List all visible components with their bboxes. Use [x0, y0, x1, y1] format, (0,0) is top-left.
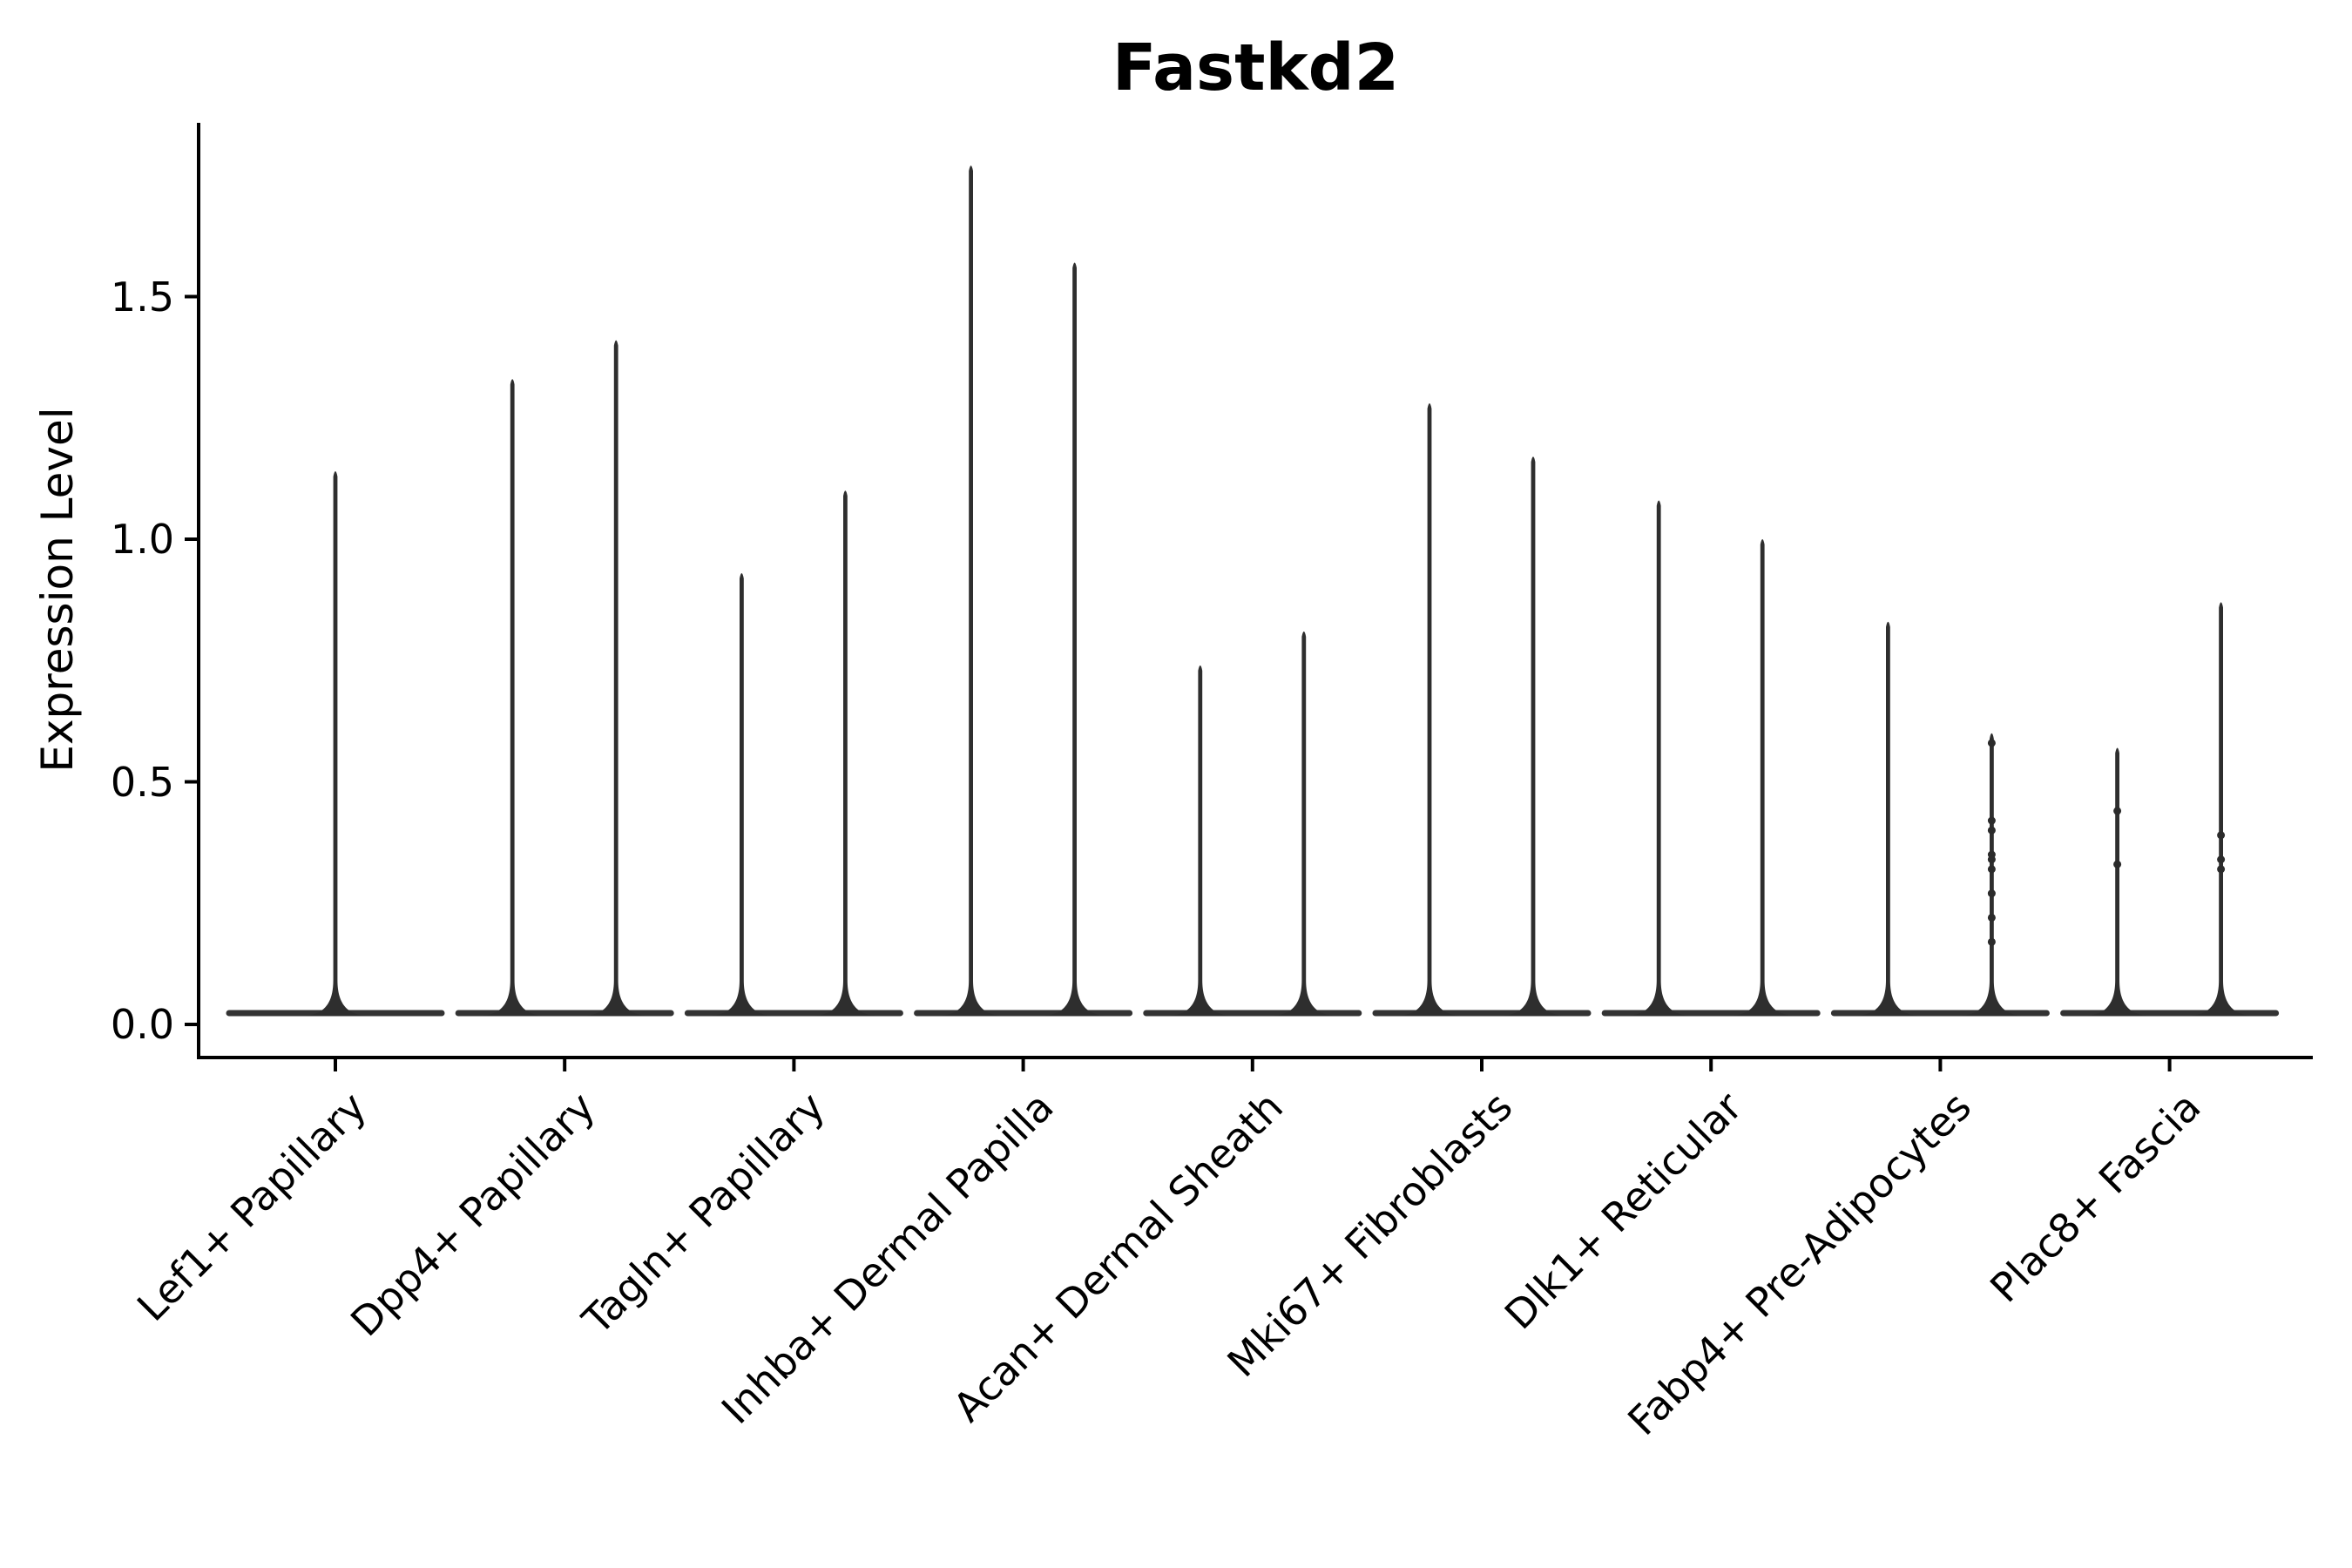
jitter-point	[1987, 889, 1996, 898]
violin-density-spike	[712, 572, 772, 1016]
violin-density-spike	[483, 379, 543, 1016]
violin-density-spike	[1044, 262, 1105, 1016]
jitter-point	[1987, 816, 1996, 825]
plot-title: Fastkd2	[1112, 30, 1400, 105]
jitter-point	[2217, 855, 2226, 864]
y-tick-label: 0.0	[110, 1001, 174, 1048]
violin-density-spike	[1504, 456, 1563, 1016]
violin-density-spike	[815, 490, 875, 1016]
y-tick-label: 1.5	[110, 273, 174, 321]
violin-density-spike	[2087, 747, 2147, 1016]
y-tick-label: 0.5	[110, 758, 174, 806]
violin-density-spike	[1400, 403, 1459, 1016]
violin-density-spike	[1962, 733, 2022, 1016]
jitter-point	[2217, 831, 2226, 840]
jitter-point	[1987, 855, 1996, 864]
y-tick-label: 1.0	[110, 516, 174, 563]
violin-density-spike	[1274, 631, 1334, 1016]
jitter-point	[1987, 739, 1996, 747]
violin-density-spike	[306, 471, 365, 1016]
violin-density-spike	[586, 340, 646, 1016]
violin-density-spike	[2191, 602, 2251, 1016]
jitter-point	[2113, 807, 2122, 815]
violin-density-spike	[1733, 539, 1793, 1016]
jitter-point	[2217, 865, 2226, 874]
jitter-point	[1987, 937, 1996, 946]
jitter-point	[1987, 826, 1996, 835]
violin-density-spike	[1858, 621, 1918, 1016]
violin-density-spike	[1170, 665, 1230, 1016]
jitter-point	[2113, 860, 2122, 868]
jitter-point	[1987, 865, 1996, 874]
jitter-point	[1987, 913, 1996, 922]
violin-density-spike	[1629, 500, 1689, 1016]
violin-density-spike	[941, 166, 1001, 1017]
